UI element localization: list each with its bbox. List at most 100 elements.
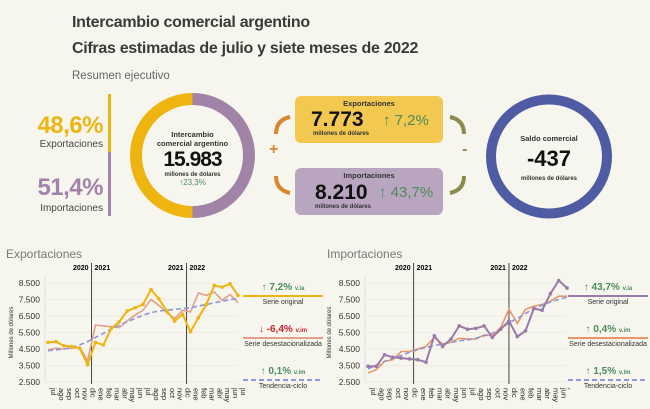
data-point <box>523 329 528 333</box>
exportaciones-unit: millones de dólares <box>313 131 370 137</box>
data-point <box>93 340 98 345</box>
y-tick-label: 7.500 <box>339 295 361 305</box>
data-point <box>424 360 428 364</box>
series-line-serie-original <box>47 282 239 368</box>
data-point <box>172 319 177 323</box>
legend-name: Serie original <box>262 299 304 306</box>
saldo-unit: millones de dólares <box>520 176 578 182</box>
y-axis-label: Millones de dólares <box>327 307 333 359</box>
data-point <box>548 291 553 296</box>
data-point <box>532 306 536 311</box>
year-label: 2021 <box>490 265 506 272</box>
arrow-up-icon: ↑ <box>261 282 267 293</box>
import-share: 51,4% <box>37 174 103 201</box>
data-point <box>432 334 437 338</box>
data-point <box>565 286 569 290</box>
data-point <box>490 335 495 340</box>
x-tick-label: ago <box>477 388 486 401</box>
x-tick-label: abr <box>444 388 453 399</box>
export-share-label: Exportaciones <box>39 139 103 150</box>
x-tick-label: dic <box>89 388 98 398</box>
y-tick-label: 5.500 <box>19 328 41 338</box>
legend-line <box>243 379 323 381</box>
y-tick-label: 7.500 <box>19 295 41 305</box>
data-point <box>109 326 114 331</box>
legend-change: 0,4% <box>593 324 617 335</box>
y-tick-label: 4.500 <box>339 344 361 354</box>
plus-sign: + <box>269 141 279 158</box>
x-tick-label: jul <box>144 387 153 396</box>
year-label: 2022 <box>512 265 528 272</box>
x-tick-label: jun <box>560 387 569 398</box>
data-point <box>101 343 106 347</box>
data-point <box>54 339 58 344</box>
data-point <box>228 282 232 286</box>
x-tick-label: dic <box>510 388 519 398</box>
x-tick-label: jun <box>460 387 469 398</box>
x-tick-label: sep <box>485 388 494 400</box>
data-point <box>540 308 544 313</box>
export-share: 48,6% <box>37 112 103 139</box>
x-tick-label: nov <box>176 388 185 400</box>
y-tick-label: 4.500 <box>19 344 41 354</box>
legend-entry: ↑ 0,4% v.im Serie desestacionalizada <box>568 324 648 348</box>
y-tick-label: 3.500 <box>339 361 361 371</box>
data-point <box>46 340 50 345</box>
importaciones-card: Importaciones 8.210 millones de dólares … <box>295 168 443 215</box>
data-point <box>498 327 503 331</box>
x-tick-label: jul <box>568 387 570 396</box>
x-tick-label: dic <box>410 388 419 398</box>
legend-change: -6,4% <box>266 324 293 335</box>
x-tick-label: jul <box>369 387 378 396</box>
y-tick-label: 5.500 <box>339 328 361 338</box>
legend-name: Serie original <box>587 299 629 306</box>
legend-name: Serie desestacionalizada <box>244 341 322 348</box>
legend-change: 43,7% <box>591 282 620 293</box>
legend-entry: ↑ 0,1% v.im Tendencia-ciclo <box>243 366 323 390</box>
data-point <box>391 355 395 360</box>
legend-unit: v.im <box>295 328 308 334</box>
legend-entry: ↑ 7,2% v.ia Serie original <box>243 282 323 306</box>
legend-unit: v.im <box>618 328 631 334</box>
x-tick-label: mar <box>207 388 216 401</box>
saldo-label: Saldo comercial <box>520 134 578 143</box>
y-tick-label: 6.500 <box>19 311 41 321</box>
export-share-bar <box>108 94 111 152</box>
legend-unit: v.im <box>293 370 306 376</box>
legend-line <box>568 337 648 339</box>
x-tick-label: may <box>551 388 560 402</box>
data-point <box>85 362 90 367</box>
x-tick-label: sep <box>160 388 169 400</box>
legend-change: 1,5% <box>593 366 617 377</box>
minus-bracket <box>449 115 466 195</box>
page-subtitle: Cifras estimadas de julio y siete meses … <box>72 40 419 57</box>
importaciones-value: 8.210 <box>315 181 368 204</box>
x-tick-label: jun <box>231 387 240 398</box>
arrow-up-icon: ↑ <box>260 366 266 377</box>
data-point <box>465 327 470 331</box>
data-point <box>180 312 185 317</box>
exportaciones-card: Exportaciones 7.773 millones de dólares … <box>295 96 443 143</box>
intercambio-label: Intercambio comercial argentino <box>156 130 229 148</box>
x-tick-label: nov <box>81 388 90 400</box>
x-tick-label: abr <box>120 388 129 399</box>
x-tick-label: abr <box>543 388 552 399</box>
x-tick-label: ago <box>57 388 66 401</box>
x-tick-label: ago <box>152 388 161 401</box>
minus-sign: - <box>462 141 468 158</box>
x-tick-label: mar <box>435 388 444 401</box>
data-point <box>449 337 453 341</box>
data-point <box>188 329 193 334</box>
legend-unit: v.ia <box>294 286 305 292</box>
data-point <box>473 326 478 331</box>
legend-entry: ↑ 43,7% v.ia Serie original <box>568 282 648 306</box>
arrow-up-icon: ↑ <box>383 112 395 129</box>
year-label: 2021 <box>168 265 184 272</box>
x-tick-label: may <box>128 388 137 402</box>
exportaciones-label: Exportaciones <box>343 99 395 108</box>
donut-import-segment <box>192 93 255 218</box>
y-tick-label: 2.500 <box>19 377 41 387</box>
legend-change: 0,1% <box>268 366 292 377</box>
x-tick-label: nov <box>502 388 511 400</box>
y-tick-label: 6.500 <box>339 311 361 321</box>
